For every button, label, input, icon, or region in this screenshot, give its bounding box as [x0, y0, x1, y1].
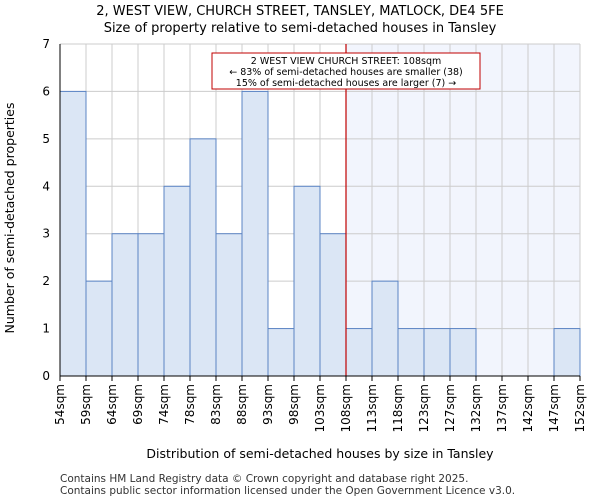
- footer-licence: Contains public sector information licen…: [60, 485, 516, 497]
- bar: [59, 90, 87, 377]
- bar: [189, 138, 217, 377]
- bar: [215, 233, 243, 377]
- bar: [137, 233, 165, 377]
- chart-title: 2, WEST VIEW, CHURCH STREET, TANSLEY, MA…: [96, 4, 504, 19]
- x-tick-label: 152sqm: [573, 384, 587, 432]
- annotation-larger: 15% of semi-detached houses are larger (…: [236, 78, 456, 89]
- bar: [293, 185, 321, 377]
- bar: [553, 328, 581, 377]
- y-tick-label: 2: [42, 274, 50, 288]
- x-tick-label: 127sqm: [443, 384, 457, 432]
- x-tick-label: 147sqm: [547, 384, 561, 432]
- bar: [241, 90, 269, 377]
- x-tick-label: 74sqm: [157, 384, 171, 425]
- bar: [163, 185, 191, 377]
- x-tick-label: 113sqm: [365, 384, 379, 432]
- footer-copyright: Contains HM Land Registry data © Crown c…: [60, 473, 469, 485]
- x-tick-label: 54sqm: [53, 384, 67, 425]
- bar: [449, 328, 477, 377]
- annotation-box: [211, 52, 481, 90]
- y-tick-label: 1: [42, 322, 50, 336]
- x-tick-label: 98sqm: [287, 384, 301, 425]
- y-tick-label: 6: [42, 84, 50, 98]
- bar: [85, 280, 113, 377]
- bar: [397, 328, 425, 377]
- annotation-smaller: ← 83% of semi-detached houses are smalle…: [229, 67, 463, 78]
- bar: [319, 233, 347, 377]
- bar: [345, 328, 373, 377]
- bar: [371, 280, 399, 377]
- x-tick-label: 132sqm: [469, 384, 483, 432]
- y-tick-label: 3: [42, 227, 50, 241]
- x-tick-label: 83sqm: [209, 384, 223, 425]
- x-tick-label: 142sqm: [521, 384, 535, 432]
- y-tick-label: 5: [42, 132, 50, 146]
- x-tick-label: 69sqm: [131, 384, 145, 425]
- annotation-title: 2 WEST VIEW CHURCH STREET: 108sqm: [251, 56, 441, 67]
- x-tick-label: 103sqm: [313, 384, 327, 432]
- y-tick-label: 4: [42, 179, 50, 193]
- x-tick-label: 123sqm: [417, 384, 431, 432]
- x-tick-label: 108sqm: [339, 384, 353, 432]
- x-tick-label: 118sqm: [391, 384, 405, 432]
- y-tick-label: 0: [42, 369, 50, 383]
- x-tick-label: 59sqm: [79, 384, 93, 425]
- y-axis-label: Number of semi-detached properties: [2, 103, 17, 334]
- x-tick-label: 78sqm: [183, 384, 197, 425]
- bar: [267, 328, 295, 377]
- bar: [111, 233, 139, 377]
- x-axis-label: Distribution of semi-detached houses by …: [146, 446, 494, 461]
- bar: [423, 328, 451, 377]
- x-tick-label: 137sqm: [495, 384, 509, 432]
- x-tick-label: 93sqm: [261, 384, 275, 425]
- x-tick-label: 88sqm: [235, 384, 249, 425]
- chart-subtitle: Size of property relative to semi-detach…: [103, 21, 497, 36]
- y-tick-label: 7: [42, 37, 50, 51]
- x-tick-label: 64sqm: [105, 384, 119, 425]
